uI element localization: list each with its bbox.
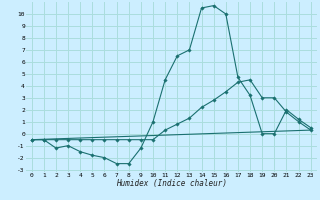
X-axis label: Humidex (Indice chaleur): Humidex (Indice chaleur) — [116, 179, 227, 188]
